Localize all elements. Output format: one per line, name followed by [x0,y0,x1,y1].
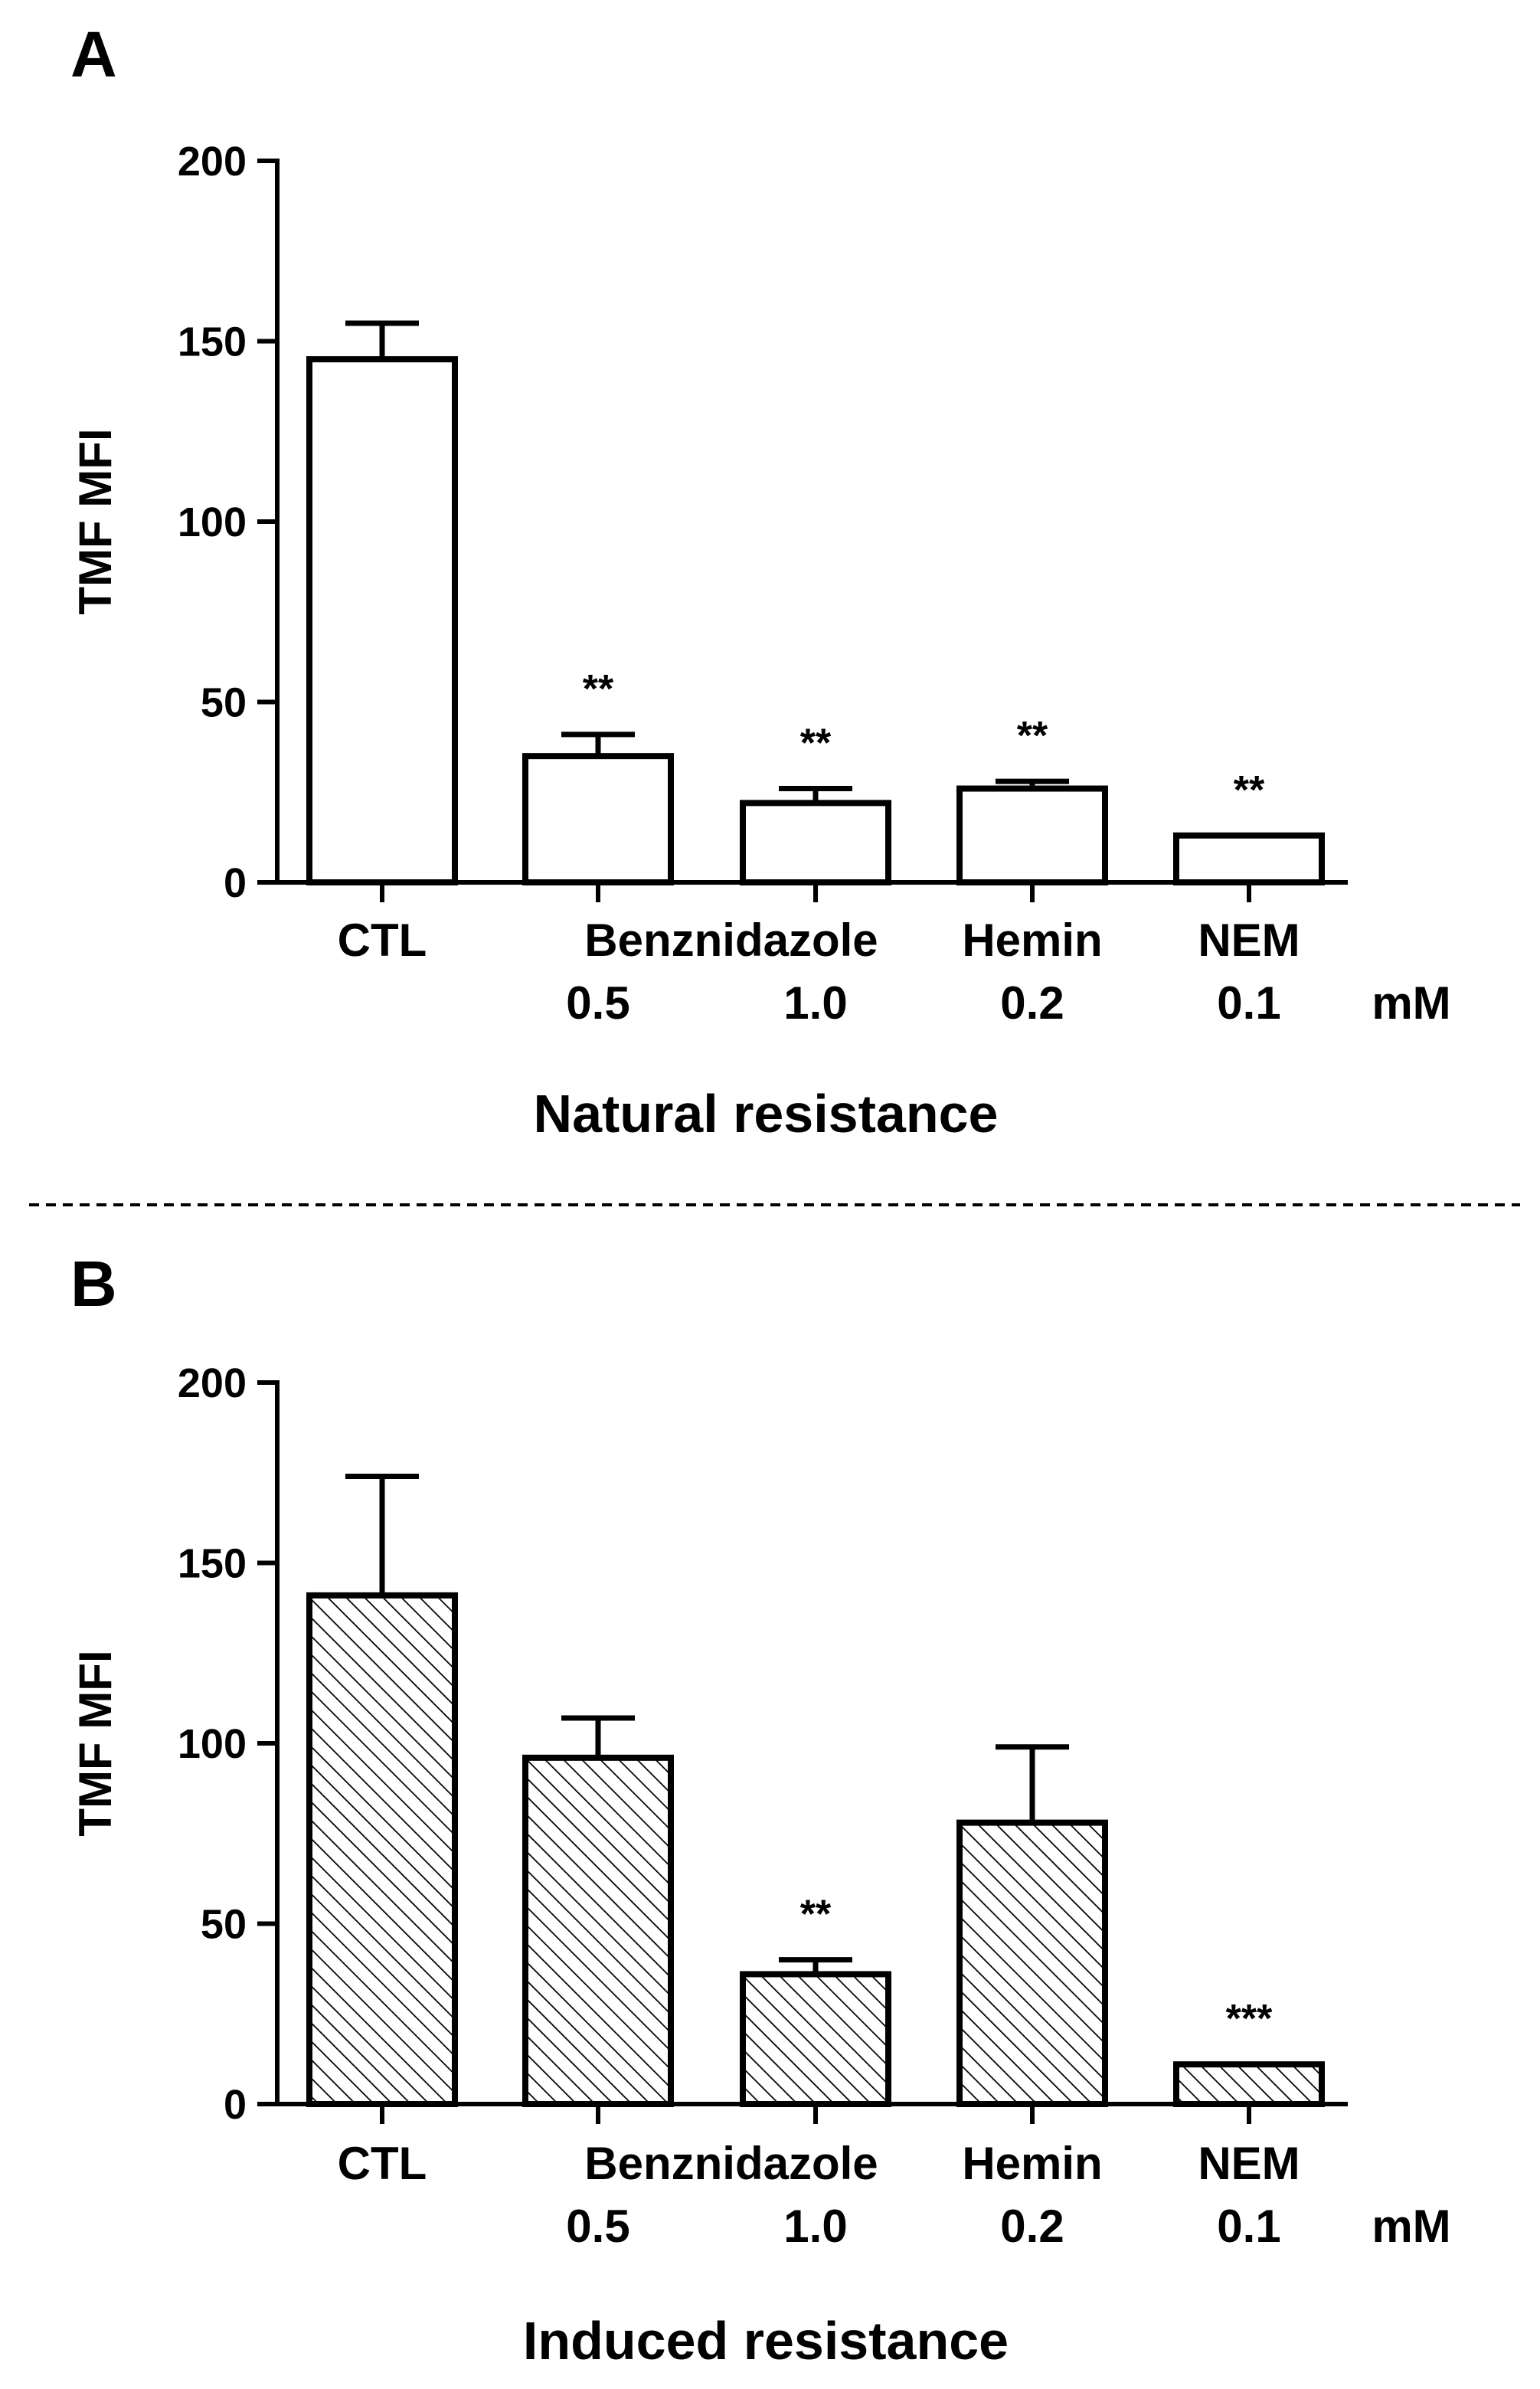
x-category-label: CTL [338,915,427,966]
x-concentration-label: 0.5 [566,2201,629,2252]
y-tick-label: 50 [201,680,247,726]
y-tick-label: 150 [178,1541,247,1587]
y-tick-label: 0 [224,860,247,906]
bar [740,1971,891,2107]
x-concentration-label: 0.1 [1217,977,1280,1029]
bar [956,785,1108,886]
y-tick-label: 200 [178,1360,247,1406]
x-category-label: Benznidazole [584,915,878,966]
x-unit-label: mM [1372,977,1450,1029]
y-tick-label: 0 [224,2082,247,2128]
significance-marker: ** [800,1893,832,1937]
bar [306,356,458,885]
y-tick-label: 100 [178,499,247,545]
x-unit-label: mM [1372,2201,1450,2252]
x-concentration-label: 0.2 [1000,977,1064,1029]
bar [522,1754,674,2108]
panel-a: A 0 50 100 150 200 TMF MFI ** ** ** ** CTL Benznidaz… [70,18,1451,1144]
x-category-label: Hemin [962,2138,1102,2189]
significance-marker: ** [1234,768,1265,813]
x-concentration-label: 0.2 [1000,2201,1064,2252]
x-category-label: NEM [1198,2138,1300,2189]
bar [306,1592,458,2107]
x-category-label: NEM [1198,915,1300,966]
significance-marker: ** [800,722,832,766]
bar [1173,2061,1325,2107]
x-axis-title: Induced resistance [523,2311,1009,2371]
y-tick-label: 50 [201,1902,247,1948]
x-concentration-label: 0.1 [1217,2201,1280,2252]
bar [1173,832,1325,886]
panel-label: A [70,18,117,90]
x-category-label: Hemin [962,915,1102,966]
y-tick-label: 200 [178,139,247,185]
x-category-label: CTL [338,2138,427,2189]
bar [740,800,891,886]
y-tick-label: 150 [178,319,247,365]
significance-marker: ** [1017,714,1048,758]
panel-label: B [70,1248,117,1320]
bar [956,1819,1108,2108]
x-concentration-label: 1.0 [783,977,847,1029]
significance-marker: *** [1226,1997,1273,2041]
y-axis-title: TMF MFI [70,1650,121,1836]
y-axis-title: TMF MFI [70,428,121,614]
y-tick-label: 100 [178,1721,247,1767]
x-concentration-label: 1.0 [783,2201,847,2252]
bar [522,753,674,886]
x-concentration-label: 0.5 [566,977,629,1029]
x-category-label: Benznidazole [584,2138,878,2189]
significance-marker: ** [583,667,614,712]
x-axis-title: Natural resistance [534,1084,999,1144]
